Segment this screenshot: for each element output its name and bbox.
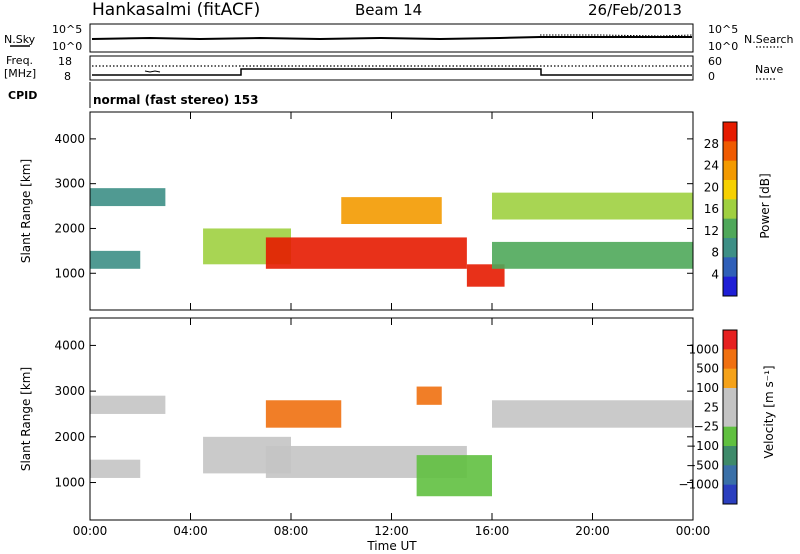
velocity-ytick-label-3: 1000: [54, 476, 85, 490]
power-colorbar: 28 24 20 16 12 8 4: [704, 121, 738, 297]
velocity-ytick-label-1: 3000: [54, 384, 85, 398]
beam-title: Beam 14: [355, 1, 422, 19]
date-title: 26/Feb/2013: [588, 1, 682, 19]
freq-tick-top: 18: [58, 55, 72, 68]
velocity-colorbar-tick-6: −500: [686, 458, 719, 472]
power-band-3: [265, 237, 467, 269]
station-title: Hankasalmi (fitACF): [92, 0, 260, 20]
power-heatmap: [90, 188, 693, 287]
power-ylabel: Slant Range [km]: [19, 159, 33, 263]
power-colorbar-cell-2: [723, 160, 737, 181]
freq-tick-bottom: 8: [64, 70, 71, 83]
power-colorbar-cell-4: [723, 199, 737, 220]
power-band-6: [492, 241, 693, 269]
velocity-colorbar-tick-0: 1000: [688, 342, 719, 356]
power-band-5: [466, 264, 505, 287]
power-band-1: [90, 250, 141, 269]
freq-trace: [92, 68, 692, 76]
velocity-xtick-label-5: 20:00: [575, 524, 610, 538]
velocity-xtick-label-0: 00:00: [73, 524, 108, 538]
power-colorbar-cell-7: [723, 257, 737, 278]
power-band-4: [341, 197, 442, 224]
velocity-colorbar-tick-4: −25: [694, 420, 719, 434]
nave-tick-bottom: 0: [708, 70, 715, 83]
nsky-panel-frame: [89, 23, 694, 53]
cpid-text: normal (fast stereo) 153: [93, 93, 259, 107]
nave-tick-top: 60: [708, 55, 722, 68]
velocity-colorbar-cell-5: [723, 426, 737, 447]
nsearch-label: N.Search: [744, 33, 794, 46]
power-ytick-label-0: 4000: [54, 132, 85, 146]
power-colorbar-frame: [722, 121, 738, 297]
power-colorbar-tick-2: 20: [704, 180, 719, 194]
velocity-colorbar-cell-8: [723, 484, 737, 505]
nsky-trace: [91, 36, 692, 41]
velocity-colorbar-tick-7: −1000: [678, 478, 719, 492]
power-ytick-label-2: 2000: [54, 221, 85, 235]
nsearch-tick-top: 10^5: [708, 23, 738, 36]
power-colorbar-tick-4: 12: [704, 224, 719, 238]
power-axes: 4000 3000 2000 1000: [54, 112, 694, 310]
power-ytick-label-1: 3000: [54, 177, 85, 191]
freq-blip: [144, 70, 161, 73]
nave-label: Nave: [755, 63, 783, 76]
velocity-colorbar-label: Velocity [m s⁻¹]: [762, 365, 776, 458]
velocity-colorbar-tick-1: 500: [696, 362, 719, 376]
power-colorbar-tick-0: 28: [704, 137, 719, 151]
power-colorbar-cell-8: [723, 276, 737, 297]
freq-unit: [MHz]: [4, 67, 36, 80]
velocity-band-6: [416, 455, 492, 497]
velocity-colorbar-cell-7: [723, 465, 737, 486]
power-colorbar-tick-3: 16: [704, 202, 719, 216]
power-ytick-label-3: 1000: [54, 266, 85, 280]
velocity-xtick-label-1: 04:00: [173, 524, 208, 538]
velocity-colorbar-cell-6: [723, 446, 737, 466]
velocity-heatmap: [90, 386, 693, 497]
freq-label: Freq.: [6, 54, 33, 67]
power-colorbar-cell-6: [723, 238, 737, 258]
velocity-colorbar-tick-2: 100: [696, 381, 719, 395]
velocity-colorbar: 1000 500 100 25 −25 −100 −500 −1000: [678, 329, 738, 505]
velocity-band-5: [416, 386, 442, 405]
velocity-band-4: [265, 400, 342, 428]
cpid-label: CPID: [8, 89, 37, 102]
velocity-colorbar-tick-5: −100: [686, 439, 719, 453]
power-band-7: [492, 192, 693, 220]
power-colorbar-cell-5: [723, 218, 737, 239]
velocity-colorbar-cell-3: [723, 388, 737, 408]
power-colorbar-cell-1: [723, 141, 737, 162]
velocity-ylabel: Slant Range [km]: [19, 367, 33, 471]
velocity-axes: 4000 3000 2000 1000 00:00 04:00 08:00 12:00 16:0…: [54, 318, 710, 538]
velocity-band-0: [90, 395, 166, 414]
nsky-tick-top: 10^5: [52, 23, 82, 36]
velocity-colorbar-cell-0: [723, 330, 737, 350]
nsearch-trace: [540, 34, 693, 37]
velocity-colorbar-cell-1: [723, 349, 737, 370]
velocity-ytick-label-0: 4000: [54, 338, 85, 352]
velocity-xtick-label-2: 08:00: [274, 524, 309, 538]
power-colorbar-tick-1: 24: [704, 159, 719, 173]
velocity-xlabel: Time UT: [366, 539, 417, 553]
velocity-ytick-label-2: 2000: [54, 430, 85, 444]
power-band-0: [90, 188, 166, 207]
power-colorbar-cell-0: [723, 122, 737, 142]
velocity-xtick-label-3: 12:00: [374, 524, 409, 538]
power-colorbar-tick-6: 4: [711, 267, 719, 281]
power-colorbar-label: Power [dB]: [758, 173, 772, 238]
nsky-tick-bottom: 10^0: [52, 40, 82, 53]
velocity-colorbar-cell-4: [723, 407, 737, 428]
nsearch-tick-bottom: 10^0: [708, 40, 738, 53]
velocity-xtick-label-4: 16:00: [475, 524, 510, 538]
velocity-colorbar-cell-2: [723, 368, 737, 389]
power-colorbar-cell-3: [723, 180, 737, 200]
velocity-xtick-label-6: 00:00: [676, 524, 711, 538]
velocity-band-1: [90, 459, 141, 478]
velocity-colorbar-tick-3: 25: [704, 400, 719, 414]
power-colorbar-tick-5: 8: [711, 246, 719, 260]
nsky-label: N.Sky: [4, 33, 36, 46]
freq-panel-frame: [89, 55, 694, 81]
velocity-band-7: [492, 400, 693, 428]
velocity-colorbar-frame: [722, 329, 738, 505]
